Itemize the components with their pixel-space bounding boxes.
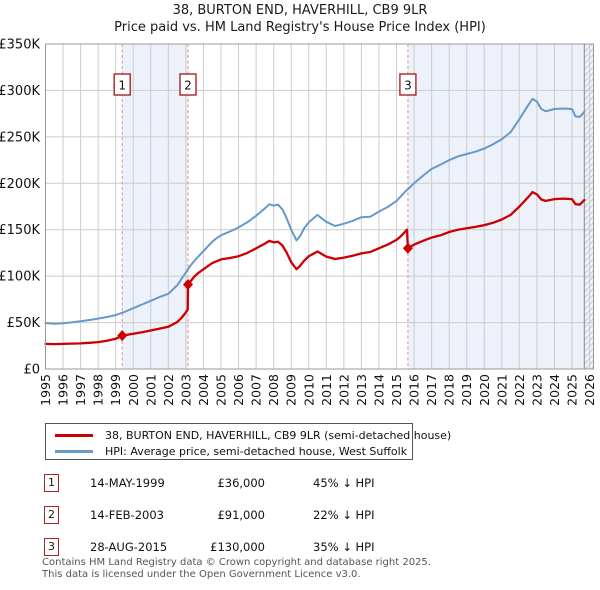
svg-text:2003: 2003: [178, 374, 193, 406]
svg-text:1995: 1995: [38, 374, 53, 406]
marker-number-box: 2: [44, 506, 59, 524]
svg-text:1: 1: [118, 79, 126, 93]
transaction-row: 1 14-MAY-1999 £36,000 45% ↓ HPI: [0, 474, 600, 494]
chart-legend: 38, BURTON END, HAVERHILL, CB9 9LR (semi…: [45, 423, 451, 460]
sale-price: £130,000: [210, 540, 265, 554]
sale-date: 14-FEB-2003: [90, 508, 164, 522]
svg-text:2012: 2012: [336, 374, 351, 406]
blue-line-swatch: [55, 449, 93, 453]
transaction-row: 2 14-FEB-2003 £91,000 22% ↓ HPI: [0, 506, 600, 526]
svg-text:2009: 2009: [284, 374, 299, 406]
svg-text:2000: 2000: [126, 374, 141, 406]
svg-text:2008: 2008: [266, 374, 281, 406]
page-title: 38, BURTON END, HAVERHILL, CB9 9LR: [172, 3, 428, 18]
svg-text:£200K: £200K: [0, 177, 40, 192]
svg-text:2014: 2014: [371, 374, 386, 406]
svg-text:2016: 2016: [407, 374, 422, 406]
footer-line-1: Contains HM Land Registry data © Crown c…: [42, 557, 431, 568]
svg-text:2006: 2006: [231, 374, 246, 406]
svg-text:2: 2: [184, 79, 192, 93]
sale-date: 28-AUG-2015: [90, 540, 168, 554]
svg-text:2018: 2018: [442, 374, 457, 406]
sale-vs-hpi: 35% ↓ HPI: [313, 540, 375, 554]
svg-text:2025: 2025: [565, 374, 580, 406]
footer-line-2: This data is licensed under the Open Gov…: [42, 568, 361, 580]
svg-text:2015: 2015: [389, 374, 404, 406]
svg-text:2021: 2021: [494, 374, 509, 406]
legend-label-property: 38, BURTON END, HAVERHILL, CB9 9LR (semi…: [105, 428, 452, 442]
red-line-swatch: [55, 433, 93, 437]
svg-text:2004: 2004: [196, 374, 211, 406]
svg-text:2010: 2010: [301, 374, 316, 406]
sale-price: £36,000: [217, 476, 265, 490]
svg-text:1999: 1999: [108, 374, 123, 406]
svg-text:2017: 2017: [424, 374, 439, 406]
marker-number-box: 1: [44, 474, 59, 492]
svg-text:2013: 2013: [354, 374, 369, 406]
svg-text:2002: 2002: [161, 374, 176, 406]
license-footer: Contains HM Land Registry data © Crown c…: [42, 557, 431, 580]
svg-text:£300K: £300K: [0, 84, 40, 99]
svg-text:2020: 2020: [477, 374, 492, 406]
sale-date: 14-MAY-1999: [90, 476, 165, 490]
svg-text:£250K: £250K: [0, 130, 40, 145]
legend-row-property: 38, BURTON END, HAVERHILL, CB9 9LR (semi…: [46, 427, 451, 443]
svg-text:1996: 1996: [56, 374, 71, 406]
svg-text:1998: 1998: [91, 374, 106, 406]
svg-text:2023: 2023: [529, 374, 544, 406]
svg-text:2005: 2005: [214, 374, 229, 406]
marker-number-box: 3: [44, 538, 59, 556]
transaction-row: 3 28-AUG-2015 £130,000 35% ↓ HPI: [0, 538, 600, 558]
legend-row-hpi: HPI: Average price, semi-detached house,…: [46, 443, 412, 459]
svg-text:2011: 2011: [319, 374, 334, 406]
svg-text:£150K: £150K: [0, 223, 40, 238]
svg-text:2022: 2022: [512, 374, 527, 406]
svg-text:1997: 1997: [73, 374, 88, 406]
svg-text:2001: 2001: [143, 374, 158, 406]
svg-text:£50K: £50K: [7, 316, 41, 331]
svg-text:£0: £0: [23, 363, 40, 378]
price-history-chart: 1 2 3 £0 £50K £100K £150K £200K £250K £300K £350K 1…: [0, 38, 597, 406]
svg-text:3: 3: [404, 79, 412, 93]
svg-text:£350K: £350K: [0, 38, 40, 53]
sale-vs-hpi: 22% ↓ HPI: [313, 508, 375, 522]
legend-label-hpi: HPI: Average price, semi-detached house,…: [105, 444, 408, 458]
svg-text:2007: 2007: [249, 374, 264, 406]
sale-vs-hpi: 45% ↓ HPI: [313, 476, 375, 490]
sale-price: £91,000: [217, 508, 265, 522]
svg-text:2026: 2026: [582, 374, 597, 406]
svg-text:2024: 2024: [547, 374, 562, 406]
svg-text:£100K: £100K: [0, 270, 40, 285]
svg-text:2019: 2019: [459, 374, 474, 406]
page-subtitle: Price paid vs. HM Land Registry's House …: [114, 20, 486, 35]
